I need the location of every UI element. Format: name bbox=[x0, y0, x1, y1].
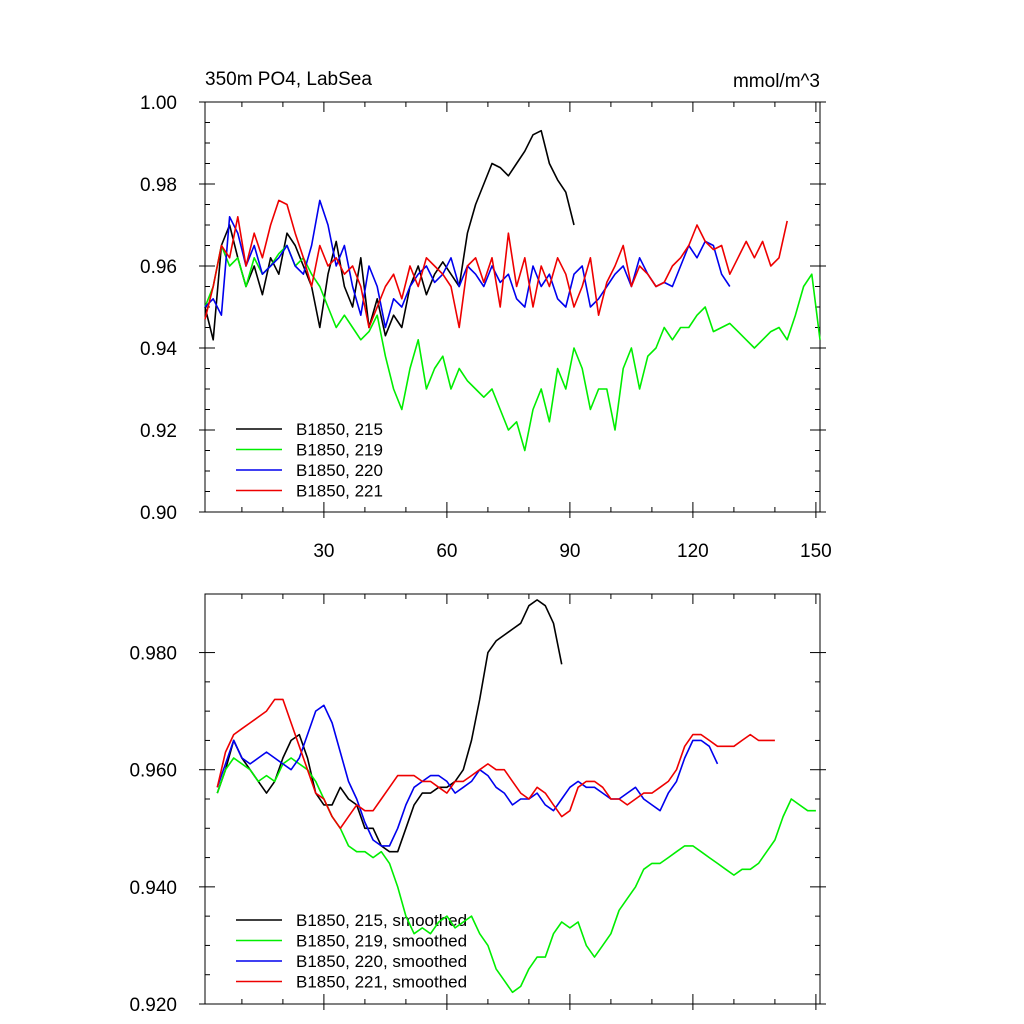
y-tick-label: 0.980 bbox=[129, 644, 177, 665]
series-line-1 bbox=[204, 129, 575, 341]
series-line-4 bbox=[204, 199, 788, 329]
chart-panel-1: 30 60 90 120 150 0.90 0.92 0.94 0.96 0.98 1.00 350m… bbox=[140, 69, 832, 562]
chart-title: 350m PO4, LabSea bbox=[205, 69, 372, 90]
legend-label: B1850, 220 bbox=[296, 461, 383, 480]
series-line-2 bbox=[216, 757, 816, 994]
y-tick-label: 0.90 bbox=[140, 503, 177, 524]
legend-label: B1850, 221, smoothed bbox=[296, 973, 467, 992]
y-tick-label: 0.920 bbox=[129, 995, 177, 1016]
y-tick-label: 0.98 bbox=[140, 175, 177, 196]
series-line-1 bbox=[216, 599, 563, 853]
y-tick-label: 1.00 bbox=[140, 93, 177, 114]
y-tick-label: 0.96 bbox=[140, 257, 177, 278]
y-tick-label: 0.960 bbox=[129, 761, 177, 782]
x-tick-label: 120 bbox=[677, 541, 709, 562]
legend-label: B1850, 215, smoothed bbox=[296, 911, 467, 930]
y-tick-label: 0.940 bbox=[129, 878, 177, 899]
legend-label: B1850, 221 bbox=[296, 482, 383, 501]
x-tick-label: 60 bbox=[436, 541, 457, 562]
series-line-2 bbox=[204, 244, 821, 452]
y-tick-label: 0.94 bbox=[140, 339, 177, 360]
x-tick-label: 150 bbox=[800, 541, 832, 562]
units-label: mmol/m^3 bbox=[733, 71, 820, 92]
y-tick-label: 0.92 bbox=[140, 421, 177, 442]
series-line-4 bbox=[216, 698, 775, 830]
chart-panel-2: 0.920 0.940 0.960 0.980 B1850, 215, smoothed… bbox=[129, 593, 826, 1016]
x-tick-label: 90 bbox=[559, 541, 580, 562]
legend-label: B1850, 219 bbox=[296, 441, 383, 460]
x-tick-label: 30 bbox=[313, 541, 334, 562]
series-line-3 bbox=[204, 199, 731, 329]
legend-label: B1850, 215 bbox=[296, 420, 383, 439]
legend-label: B1850, 220, smoothed bbox=[296, 952, 467, 971]
series-line-3 bbox=[216, 704, 719, 847]
legend-label: B1850, 219, smoothed bbox=[296, 932, 467, 951]
